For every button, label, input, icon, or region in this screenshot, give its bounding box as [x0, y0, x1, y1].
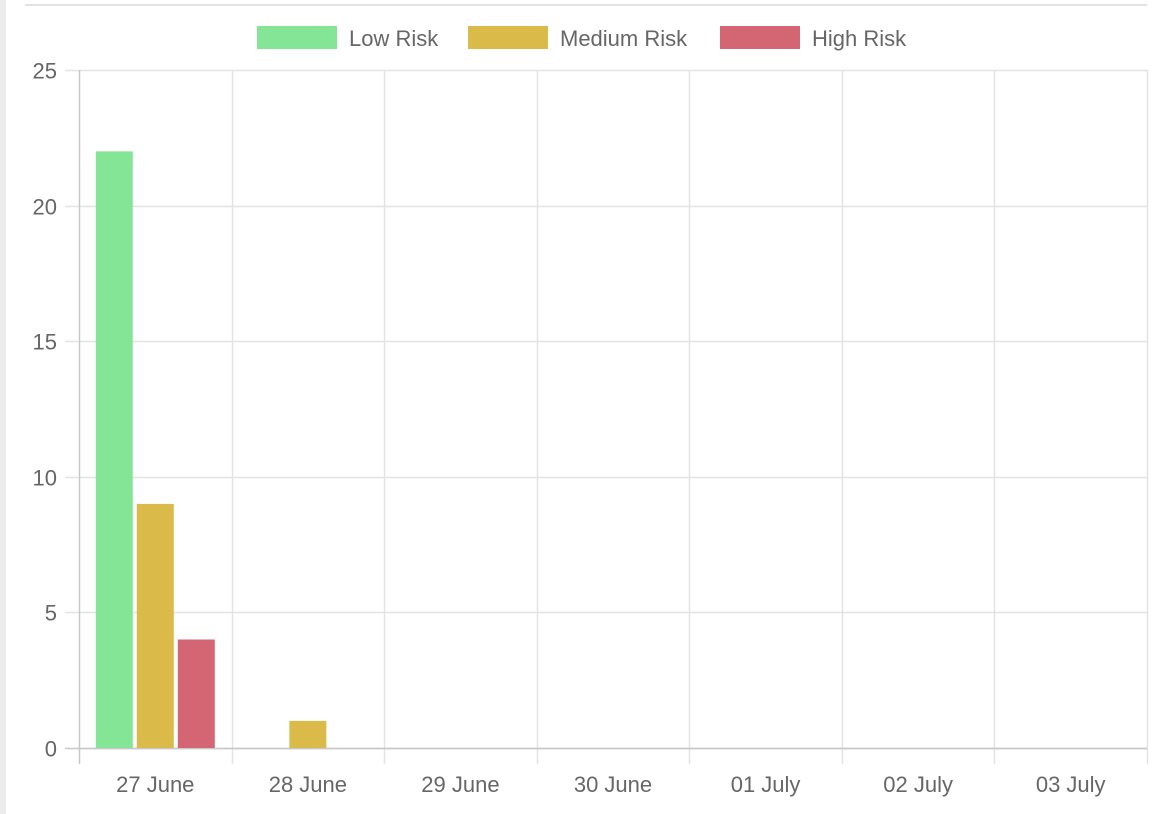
- legend-swatch: [257, 26, 337, 49]
- grid-lines: [65, 69, 1149, 764]
- legend-swatch: [720, 26, 800, 49]
- y-tick-label: 5: [45, 601, 57, 626]
- y-tick-label: 0: [45, 737, 57, 762]
- x-tick-label: 27 June: [116, 772, 194, 797]
- bar-medium-risk: [136, 503, 174, 748]
- x-tick-label: 29 June: [421, 772, 499, 797]
- x-tick-label: 28 June: [269, 772, 347, 797]
- legend-label: High Risk: [812, 26, 907, 51]
- legend-label: Low Risk: [349, 26, 439, 51]
- x-tick-label: 30 June: [574, 772, 652, 797]
- left-panel-edge: [0, 0, 6, 814]
- x-tick-label: 01 July: [731, 772, 801, 797]
- bar-high-risk: [177, 639, 215, 748]
- x-tick-label: 03 July: [1036, 772, 1106, 797]
- x-tick-labels: 27 June 28 June 29 June 30 June 01 July 02 Ju…: [116, 772, 1105, 797]
- bar-low-risk: [95, 151, 133, 749]
- y-tick-label: 10: [33, 466, 57, 491]
- y-tick-label: 25: [33, 59, 57, 84]
- bar-medium-risk: [289, 720, 327, 748]
- legend-label: Medium Risk: [560, 26, 688, 51]
- bars: [95, 151, 327, 749]
- legend-swatch: [468, 26, 548, 49]
- legend: Low Risk Medium Risk High Risk: [257, 26, 907, 51]
- y-tick-label: 15: [33, 330, 57, 355]
- x-tick-label: 02 July: [883, 772, 953, 797]
- top-divider: [25, 4, 1147, 6]
- y-tick-label: 20: [33, 195, 57, 220]
- y-tick-labels: 0 5 10 15 20 25: [33, 59, 57, 762]
